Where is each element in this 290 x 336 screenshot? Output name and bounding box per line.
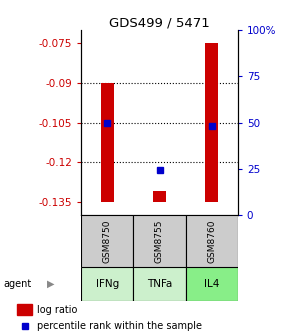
Bar bbox=[133, 267, 186, 301]
Text: percentile rank within the sample: percentile rank within the sample bbox=[37, 321, 202, 331]
Bar bbox=[186, 215, 238, 267]
Title: GDS499 / 5471: GDS499 / 5471 bbox=[109, 16, 210, 29]
Text: ▶: ▶ bbox=[47, 279, 55, 289]
Bar bbox=[101, 83, 114, 202]
Text: IFNg: IFNg bbox=[96, 279, 119, 289]
Text: TNFa: TNFa bbox=[147, 279, 172, 289]
Bar bbox=[205, 43, 218, 202]
Text: agent: agent bbox=[3, 279, 31, 289]
Text: log ratio: log ratio bbox=[37, 305, 77, 314]
Text: GSM8755: GSM8755 bbox=[155, 219, 164, 263]
Bar bbox=[81, 267, 133, 301]
Text: GSM8760: GSM8760 bbox=[207, 219, 216, 263]
Bar bbox=[186, 267, 238, 301]
Bar bbox=[81, 215, 133, 267]
Bar bbox=[153, 191, 166, 202]
Text: GSM8750: GSM8750 bbox=[103, 219, 112, 263]
Bar bbox=[133, 215, 186, 267]
Text: IL4: IL4 bbox=[204, 279, 220, 289]
Bar bbox=[17, 304, 32, 315]
